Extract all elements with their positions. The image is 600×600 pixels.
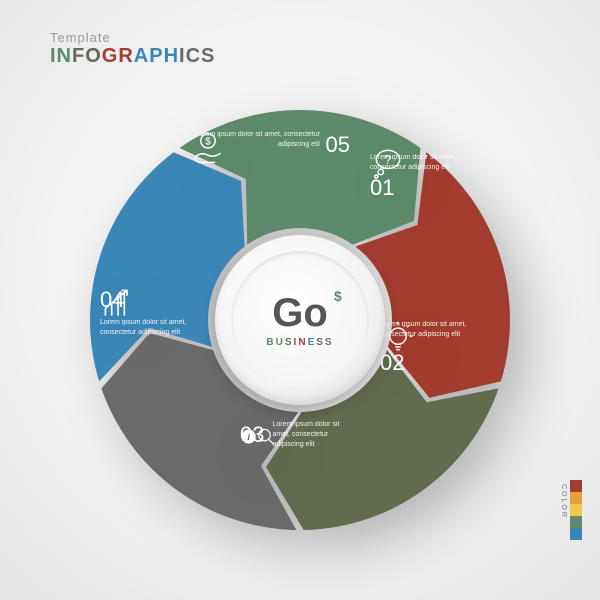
segment-02: Lorem ipsum dolor sit amet, consectetur … [380,320,495,380]
segment-05: 05 Lorem ipsum dolor sit amet, consectet… [190,130,320,158]
color-bar: COLOR [570,480,582,540]
circular-infographic: ? Lorem ipsum dolor sit amet, consectetu… [80,100,520,540]
center-main: Go$ [272,293,328,333]
segment-03-text: Lorem ipsum dolor sit amet, consectetur … [272,420,350,449]
center-sub: BUSINESS [266,337,333,348]
segment-01-text: Lorem ipsum dolor sit amet, consectetur … [370,153,480,173]
color-swatch [570,516,582,528]
header-subtitle: Template [50,30,215,45]
header-title: INFOGRAPHICS [50,45,215,68]
color-swatch [570,480,582,492]
color-swatch [570,504,582,516]
color-swatch [570,528,582,540]
center-inner: Go$ BUSINESS [231,251,369,389]
svg-text:$: $ [205,136,211,147]
dollar-icon: $ [334,289,342,303]
segment-03: 03 Lorem ipsum dolor sit amet, consectet… [240,420,350,457]
segment-01: ? Lorem ipsum dolor sit amet, consectetu… [370,145,480,205]
center-disc: Go$ BUSINESS [215,235,385,405]
segment-04: 04 Lorem ipsum dolor sit amet, consectet… [100,285,210,345]
svg-text:i: i [247,432,250,442]
segment-05-num: 05 [326,130,350,161]
header: Template INFOGRAPHICS [50,30,215,68]
color-bar-label: COLOR [560,484,567,519]
color-swatch [570,492,582,504]
